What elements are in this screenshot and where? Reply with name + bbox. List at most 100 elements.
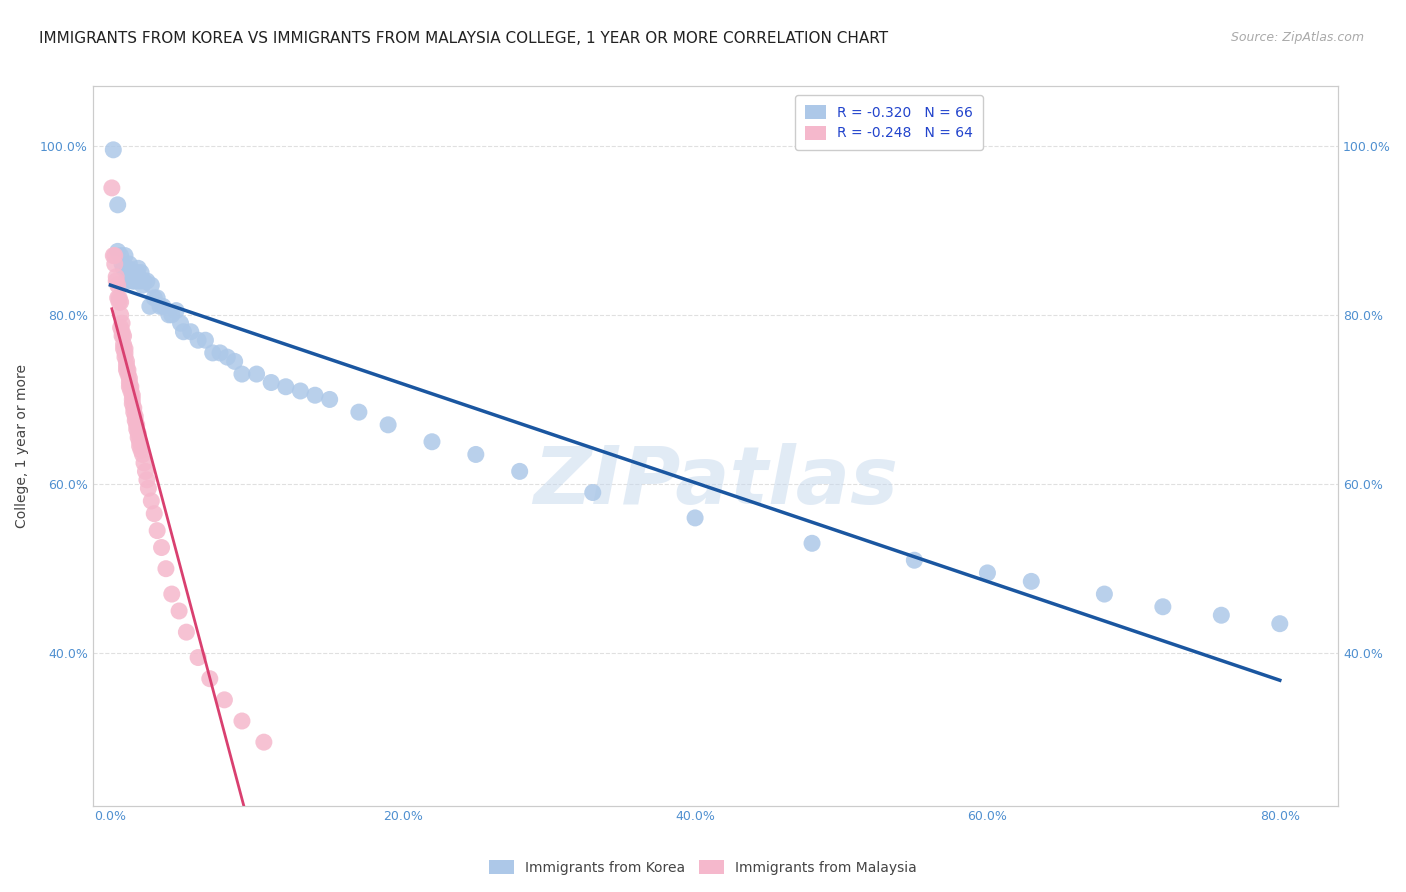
Point <box>245 367 267 381</box>
Point <box>114 261 136 276</box>
Point <box>129 443 152 458</box>
Point <box>125 417 148 432</box>
Point <box>152 299 174 313</box>
Point <box>253 735 276 749</box>
Point <box>114 346 136 360</box>
Point <box>111 325 134 339</box>
Point <box>112 329 135 343</box>
Point <box>377 417 399 432</box>
Point <box>132 456 155 470</box>
Point <box>121 274 143 288</box>
Point <box>231 367 253 381</box>
Point <box>108 291 131 305</box>
Point <box>214 693 236 707</box>
Point <box>187 333 209 347</box>
Point <box>1092 587 1115 601</box>
Point <box>105 274 128 288</box>
Point <box>110 308 132 322</box>
Text: IMMIGRANTS FROM KOREA VS IMMIGRANTS FROM MALAYSIA COLLEGE, 1 YEAR OR MORE CORREL: IMMIGRANTS FROM KOREA VS IMMIGRANTS FROM… <box>39 31 889 46</box>
Point <box>129 266 152 280</box>
Point <box>131 278 153 293</box>
Point <box>139 299 162 313</box>
Point <box>115 274 138 288</box>
Point <box>107 244 129 259</box>
Point <box>201 346 224 360</box>
Point <box>110 320 132 334</box>
Point <box>683 511 706 525</box>
Point <box>114 342 136 356</box>
Point <box>117 261 139 276</box>
Point <box>143 291 166 305</box>
Point <box>120 269 142 284</box>
Point <box>217 350 239 364</box>
Point <box>118 376 141 390</box>
Point <box>138 481 160 495</box>
Point <box>125 269 148 284</box>
Point <box>165 303 187 318</box>
Point <box>198 672 221 686</box>
Point <box>136 274 159 288</box>
Point <box>111 257 134 271</box>
Point <box>582 485 605 500</box>
Point <box>274 380 297 394</box>
Point <box>125 266 148 280</box>
Point <box>112 342 135 356</box>
Point <box>136 473 159 487</box>
Point <box>107 198 129 212</box>
Point <box>420 434 443 449</box>
Point <box>121 392 143 407</box>
Text: ZIPatlas: ZIPatlas <box>533 443 898 521</box>
Point <box>120 380 142 394</box>
Point <box>208 346 231 360</box>
Point <box>903 553 925 567</box>
Point <box>120 384 142 398</box>
Text: Source: ZipAtlas.com: Source: ZipAtlas.com <box>1230 31 1364 45</box>
Point <box>231 714 253 728</box>
Point <box>124 409 146 424</box>
Point <box>104 257 127 271</box>
Point <box>160 308 183 322</box>
Point <box>118 257 141 271</box>
Point <box>115 359 138 373</box>
Point <box>132 274 155 288</box>
Point <box>172 325 194 339</box>
Point <box>169 316 191 330</box>
Point <box>1268 616 1291 631</box>
Point <box>110 249 132 263</box>
Point <box>1152 599 1174 614</box>
Point <box>155 562 177 576</box>
Point <box>103 249 125 263</box>
Point <box>224 354 246 368</box>
Point <box>118 380 141 394</box>
Point <box>143 507 166 521</box>
Point <box>122 401 145 415</box>
Point <box>111 329 134 343</box>
Point <box>146 524 169 538</box>
Point <box>304 388 326 402</box>
Point <box>122 405 145 419</box>
Point <box>347 405 370 419</box>
Point <box>150 541 173 555</box>
Point <box>124 414 146 428</box>
Point <box>117 367 139 381</box>
Point <box>176 625 198 640</box>
Point <box>1019 574 1042 589</box>
Point <box>107 291 129 305</box>
Point <box>509 464 531 478</box>
Point <box>127 426 149 441</box>
Point <box>128 434 150 449</box>
Point <box>187 650 209 665</box>
Point <box>124 274 146 288</box>
Point <box>101 181 124 195</box>
Point <box>122 274 145 288</box>
Point <box>121 269 143 284</box>
Point <box>127 431 149 445</box>
Point <box>180 325 202 339</box>
Point <box>194 333 217 347</box>
Point <box>141 278 163 293</box>
Point <box>146 291 169 305</box>
Point <box>149 299 172 313</box>
Point <box>110 295 132 310</box>
Point <box>167 604 190 618</box>
Y-axis label: College, 1 year or more: College, 1 year or more <box>15 364 30 528</box>
